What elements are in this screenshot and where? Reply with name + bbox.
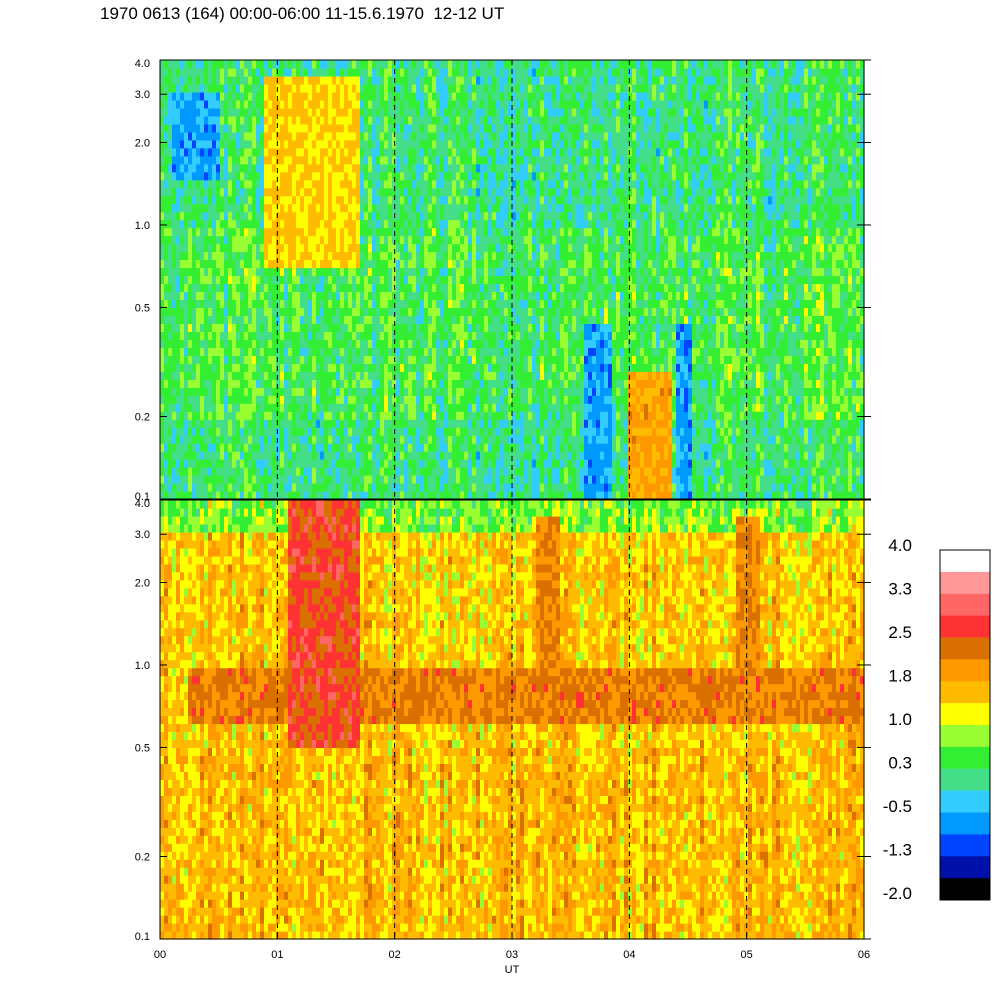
colorbar-segment xyxy=(940,550,990,572)
colorbar-segment xyxy=(940,791,990,813)
x-tick-label: 01 xyxy=(271,949,283,961)
colorbar-segment xyxy=(940,638,990,660)
colorbar-segment xyxy=(940,572,990,594)
colorbar-segment xyxy=(940,681,990,703)
x-tick-label: 00 xyxy=(154,949,166,961)
x-axis-label: UT xyxy=(505,964,520,976)
y-tick-label: 1.0 xyxy=(135,660,150,672)
colorbar-label: -1.3 xyxy=(883,841,912,860)
y-tick-label: 4.0 xyxy=(135,498,150,510)
y-tick-label: 4.0 xyxy=(135,58,150,70)
colorbar-label: 4.0 xyxy=(888,536,912,555)
y-tick-label: 2.0 xyxy=(135,137,150,149)
y-tick-label: 3.0 xyxy=(135,529,150,541)
colorbar-label: 0.3 xyxy=(888,754,912,773)
colorbar-label: 2.5 xyxy=(888,623,912,642)
x-tick-label: 05 xyxy=(741,949,753,961)
colorbar-segment xyxy=(940,659,990,681)
x-tick-label: 04 xyxy=(623,949,635,961)
y-tick-label: 0.2 xyxy=(135,412,150,424)
x-tick-label: 03 xyxy=(506,949,518,961)
colorbar-segment xyxy=(940,878,990,900)
colorbar-segment xyxy=(940,616,990,638)
colorbar-label: 1.8 xyxy=(888,667,912,686)
colorbar-label: 3.3 xyxy=(888,580,912,599)
colorbar-segment xyxy=(940,725,990,747)
x-tick-label: 02 xyxy=(389,949,401,961)
y-tick-label: 2.0 xyxy=(135,577,150,589)
y-tick-label: 0.5 xyxy=(135,302,150,314)
y-tick-label: 3.0 xyxy=(135,89,150,101)
y-tick-label: 0.5 xyxy=(135,742,150,754)
colorbar-label: -0.5 xyxy=(883,797,912,816)
colorbar-segment xyxy=(940,747,990,769)
colorbar-segment xyxy=(940,703,990,725)
colorbar-label: -2.0 xyxy=(883,884,912,903)
colorbar-segment xyxy=(940,856,990,878)
colorbar-segment xyxy=(940,834,990,856)
x-tick-label: 06 xyxy=(858,949,870,961)
colorbar-label: 1.0 xyxy=(888,710,912,729)
colorbar-segment xyxy=(940,594,990,616)
colorbar-segment xyxy=(940,769,990,791)
colorbar-segment xyxy=(940,813,990,835)
y-tick-label: 0.2 xyxy=(135,852,150,864)
y-tick-label: 0.1 xyxy=(135,931,150,943)
y-tick-label: 1.0 xyxy=(135,220,150,232)
